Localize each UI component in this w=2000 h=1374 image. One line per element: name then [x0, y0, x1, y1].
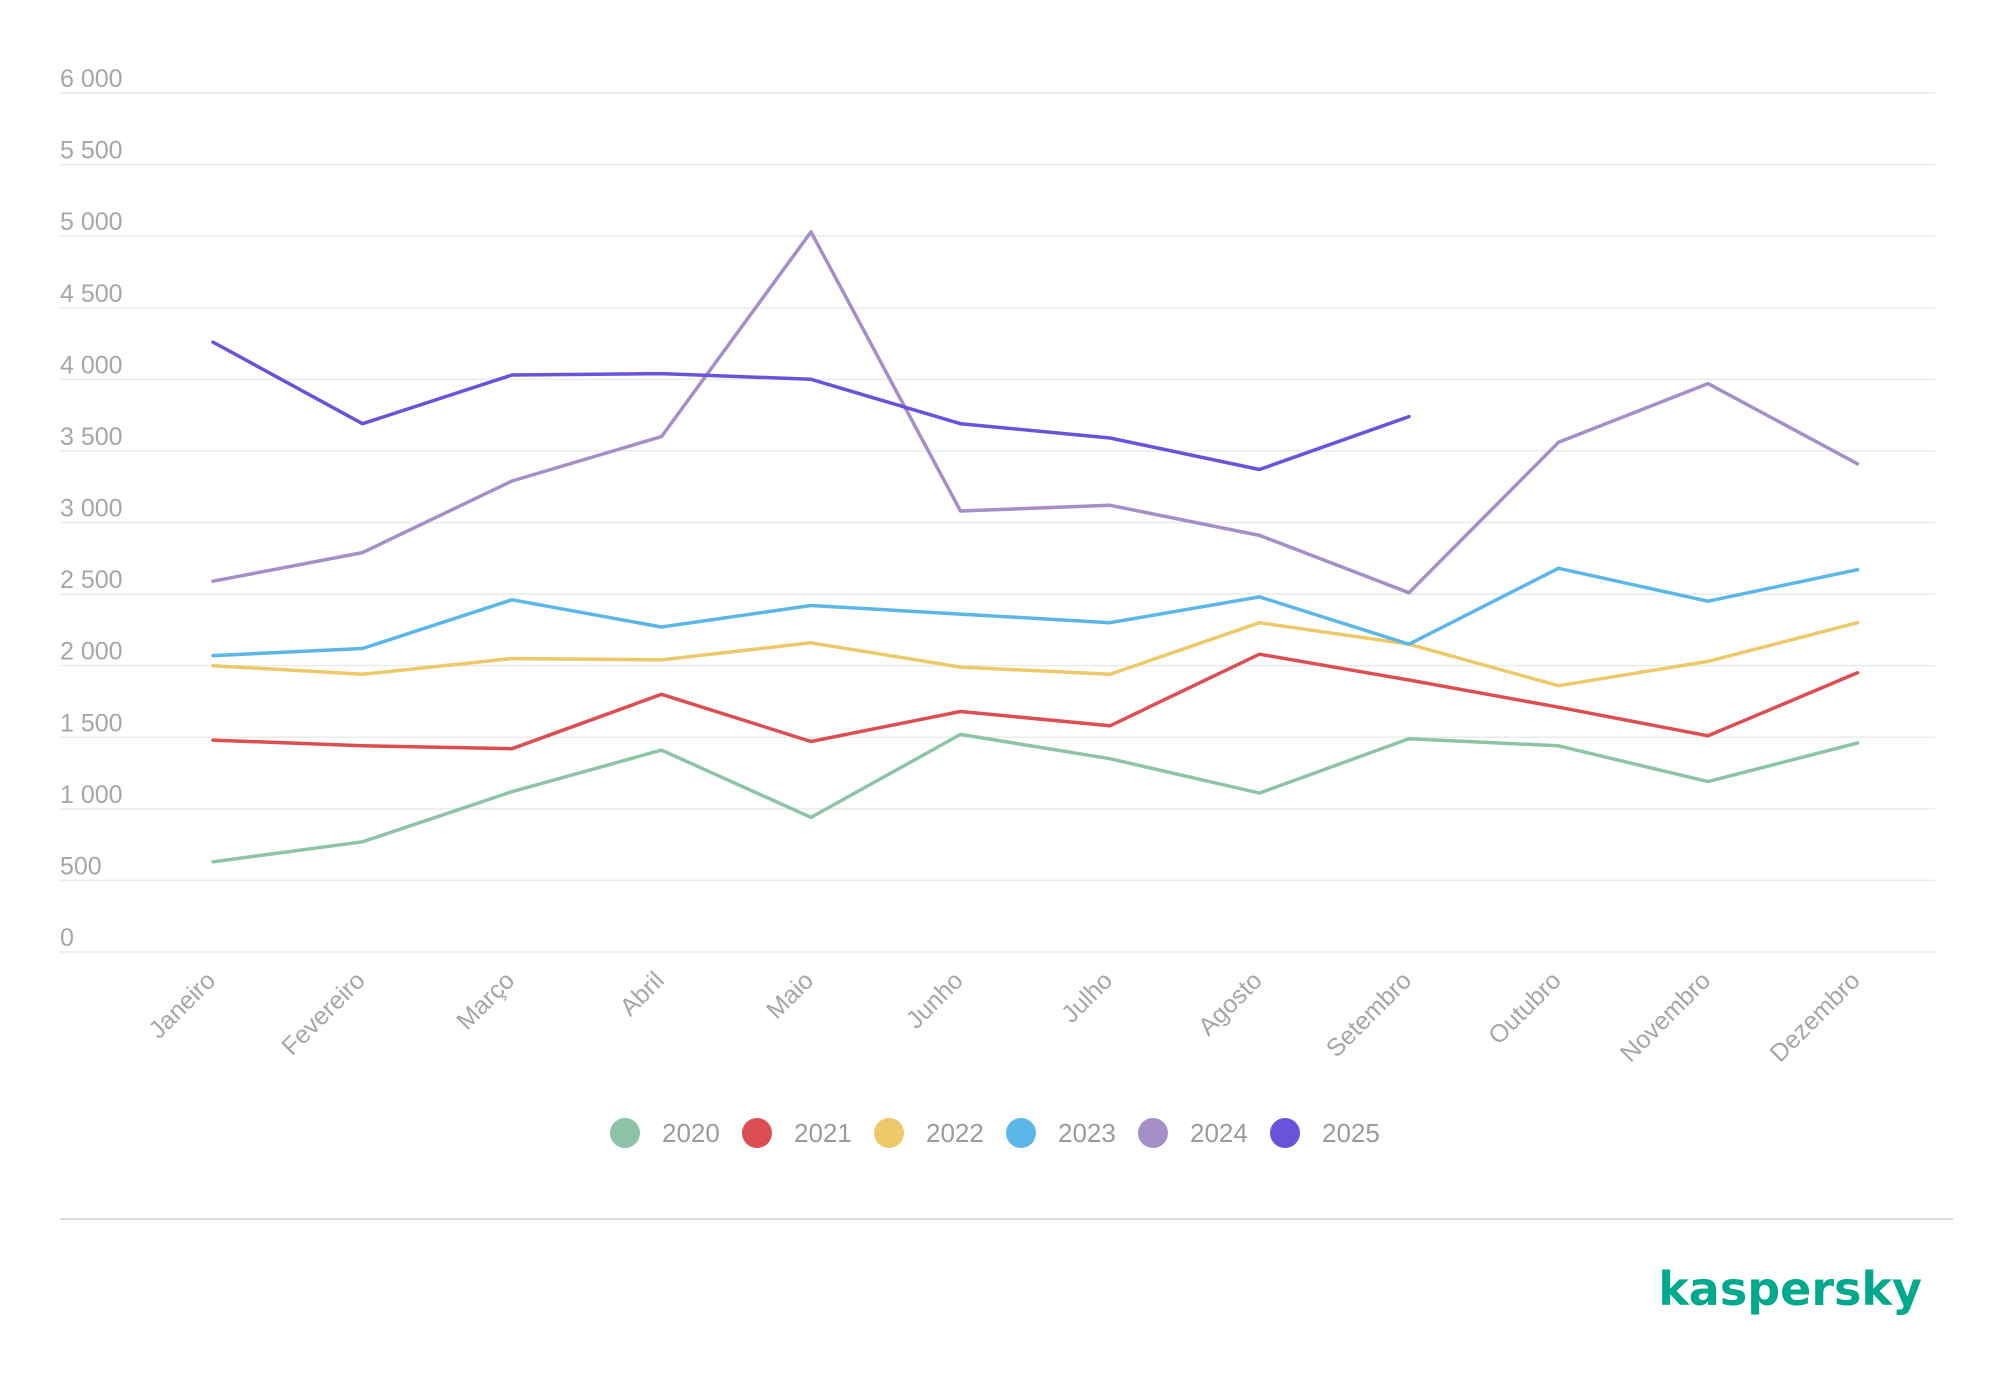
legend-label: 2023	[1058, 1118, 1116, 1148]
legend-label: 2021	[794, 1118, 852, 1148]
x-tick-label: Julho	[1056, 966, 1118, 1028]
y-tick-label: 2 000	[60, 638, 123, 666]
y-tick-label: 5 500	[60, 137, 123, 165]
legend-label: 2024	[1190, 1118, 1248, 1148]
y-tick-label: 1 500	[60, 709, 123, 737]
series-line-2020	[211, 732, 1860, 864]
x-tick-label: Setembro	[1321, 966, 1417, 1062]
series-line-2022	[211, 620, 1860, 688]
x-tick-label: Outubro	[1483, 966, 1567, 1050]
legend: 2020 2021 2022 2023 2024 2025	[610, 1118, 1380, 1148]
footer-divider	[60, 1218, 1953, 1220]
y-tick-label: 3 000	[60, 495, 123, 523]
legend-label: 2020	[662, 1118, 720, 1148]
legend-marker	[610, 1118, 640, 1148]
legend-marker	[1006, 1118, 1036, 1148]
y-tick-label: 0	[60, 924, 74, 952]
x-tick-label: Abril	[615, 966, 670, 1021]
x-tick-label: Fevereiro	[276, 966, 370, 1060]
x-tick-label: Dezembro	[1764, 966, 1865, 1067]
y-tick-label: 3 500	[60, 423, 123, 451]
legend-marker	[742, 1118, 772, 1148]
x-tick-label: Agosto	[1193, 966, 1268, 1041]
y-tick-label: 4 500	[60, 280, 123, 308]
x-tick-label: Maio	[761, 966, 819, 1024]
y-tick-label: 4 000	[60, 351, 123, 379]
legend-marker	[874, 1118, 904, 1148]
y-tick-label: 1 000	[60, 781, 123, 809]
x-tick-label: Março	[451, 966, 520, 1035]
x-tick-label: Janeiro	[143, 966, 221, 1044]
series-line-2024	[211, 230, 1860, 595]
series-lines	[211, 230, 1860, 864]
kaspersky-logo: kaspersky	[1658, 1262, 1922, 1316]
x-tick-label: Novembro	[1615, 966, 1716, 1067]
legend-label: 2025	[1322, 1118, 1380, 1148]
series-line-2021	[211, 652, 1860, 751]
legend-marker	[1138, 1118, 1168, 1148]
series-line-2023	[211, 566, 1860, 658]
y-tick-label: 2 500	[60, 566, 123, 594]
y-axis-ticks: 0 500 1 000 1 500 2 000 2 500 3 000 3 500 4 000 4…	[60, 65, 123, 952]
y-tick-label: 6 000	[60, 65, 123, 93]
legend-label: 2022	[926, 1118, 984, 1148]
legend-marker	[1270, 1118, 1300, 1148]
gridlines	[60, 92, 1935, 953]
y-tick-label: 5 000	[60, 208, 123, 236]
series-line-2025	[211, 340, 1411, 472]
x-axis-ticks: Janeiro Fevereiro Março Abril Maio Junho Julho…	[143, 966, 1865, 1067]
x-tick-label: Junho	[901, 966, 969, 1034]
y-tick-label: 500	[60, 852, 102, 880]
